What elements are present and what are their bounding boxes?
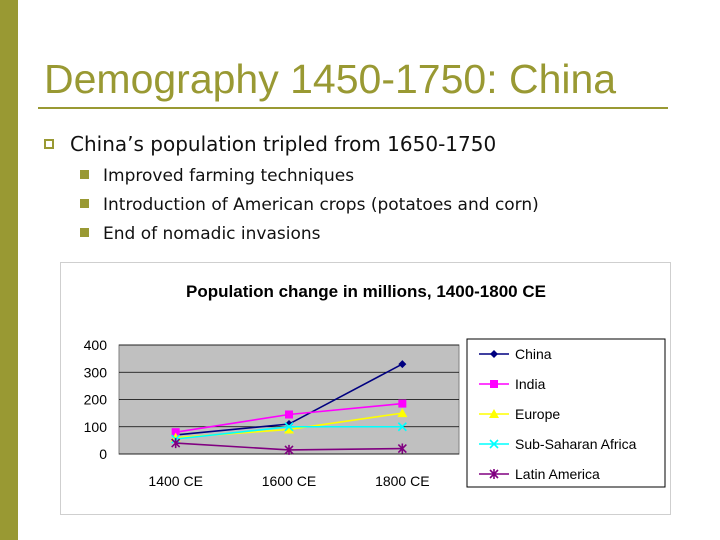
filled-square-bullet-icon	[80, 228, 89, 237]
y-tick-label: 400	[84, 337, 108, 353]
series-3-point-2	[397, 422, 407, 432]
legend-swatch-marker-1	[490, 380, 498, 388]
series-4-point-2	[397, 443, 407, 454]
hollow-square-bullet-icon	[44, 139, 54, 149]
y-tick-label: 200	[84, 392, 108, 408]
bullet-sub-1: Improved farming techniques	[80, 166, 354, 186]
legend-entry-label: China	[515, 346, 552, 362]
y-tick-label: 0	[99, 446, 107, 462]
x-tick-label: 1400 CE	[148, 473, 202, 489]
bullet-sub-2-text: Introduction of American crops (potatoes…	[103, 195, 539, 215]
y-tick-label: 300	[84, 364, 108, 380]
series-2-point-1	[284, 424, 294, 434]
filled-square-bullet-icon	[80, 199, 89, 208]
legend-swatch-marker-0	[490, 350, 498, 358]
x-tick-label: 1800 CE	[375, 473, 429, 489]
series-0-point-2	[398, 360, 407, 369]
bullet-sub-2: Introduction of American crops (potatoes…	[80, 195, 539, 215]
series-4-point-1	[284, 444, 294, 455]
legend-entry-label: Sub-Saharan Africa	[515, 436, 637, 452]
bullet-main: China’s population tripled from 1650-175…	[44, 132, 496, 156]
bullet-sub-3-text: End of nomadic invasions	[103, 224, 321, 244]
slide-title: Demography 1450-1750: China	[44, 56, 617, 102]
legend-box	[466, 338, 666, 488]
legend-entry-label: Europe	[515, 406, 560, 422]
legend-swatch-marker-2	[489, 409, 499, 418]
series-1-point-1	[285, 410, 293, 419]
legend-entry-label: Latin America	[515, 466, 600, 482]
chart-title: Population change in millions, 1400-1800…	[186, 282, 546, 301]
legend-entry-label: India	[515, 376, 546, 392]
accent-side-bar	[0, 0, 18, 540]
bullet-sub-1-text: Improved farming techniques	[103, 166, 355, 186]
legend-swatch-marker-4	[489, 469, 499, 479]
chart-canvas: Population change in millions, 1400-1800…	[84, 282, 666, 489]
x-tick-label: 1600 CE	[262, 473, 316, 489]
series-4-point-0	[171, 438, 181, 449]
title-underline	[38, 107, 668, 109]
y-tick-label: 100	[84, 419, 108, 435]
filled-square-bullet-icon	[80, 170, 89, 179]
population-chart: Population change in millions, 1400-1800…	[60, 262, 671, 515]
series-1-point-0	[171, 428, 180, 437]
bullet-sub-3: End of nomadic invasions	[80, 224, 321, 244]
series-2-point-2	[397, 408, 408, 418]
series-3-point-1	[284, 422, 294, 432]
series-1-point-2	[398, 399, 407, 408]
bullet-main-text: China’s population tripled from 1650-175…	[70, 132, 497, 156]
legend-swatch-marker-3	[489, 439, 499, 449]
